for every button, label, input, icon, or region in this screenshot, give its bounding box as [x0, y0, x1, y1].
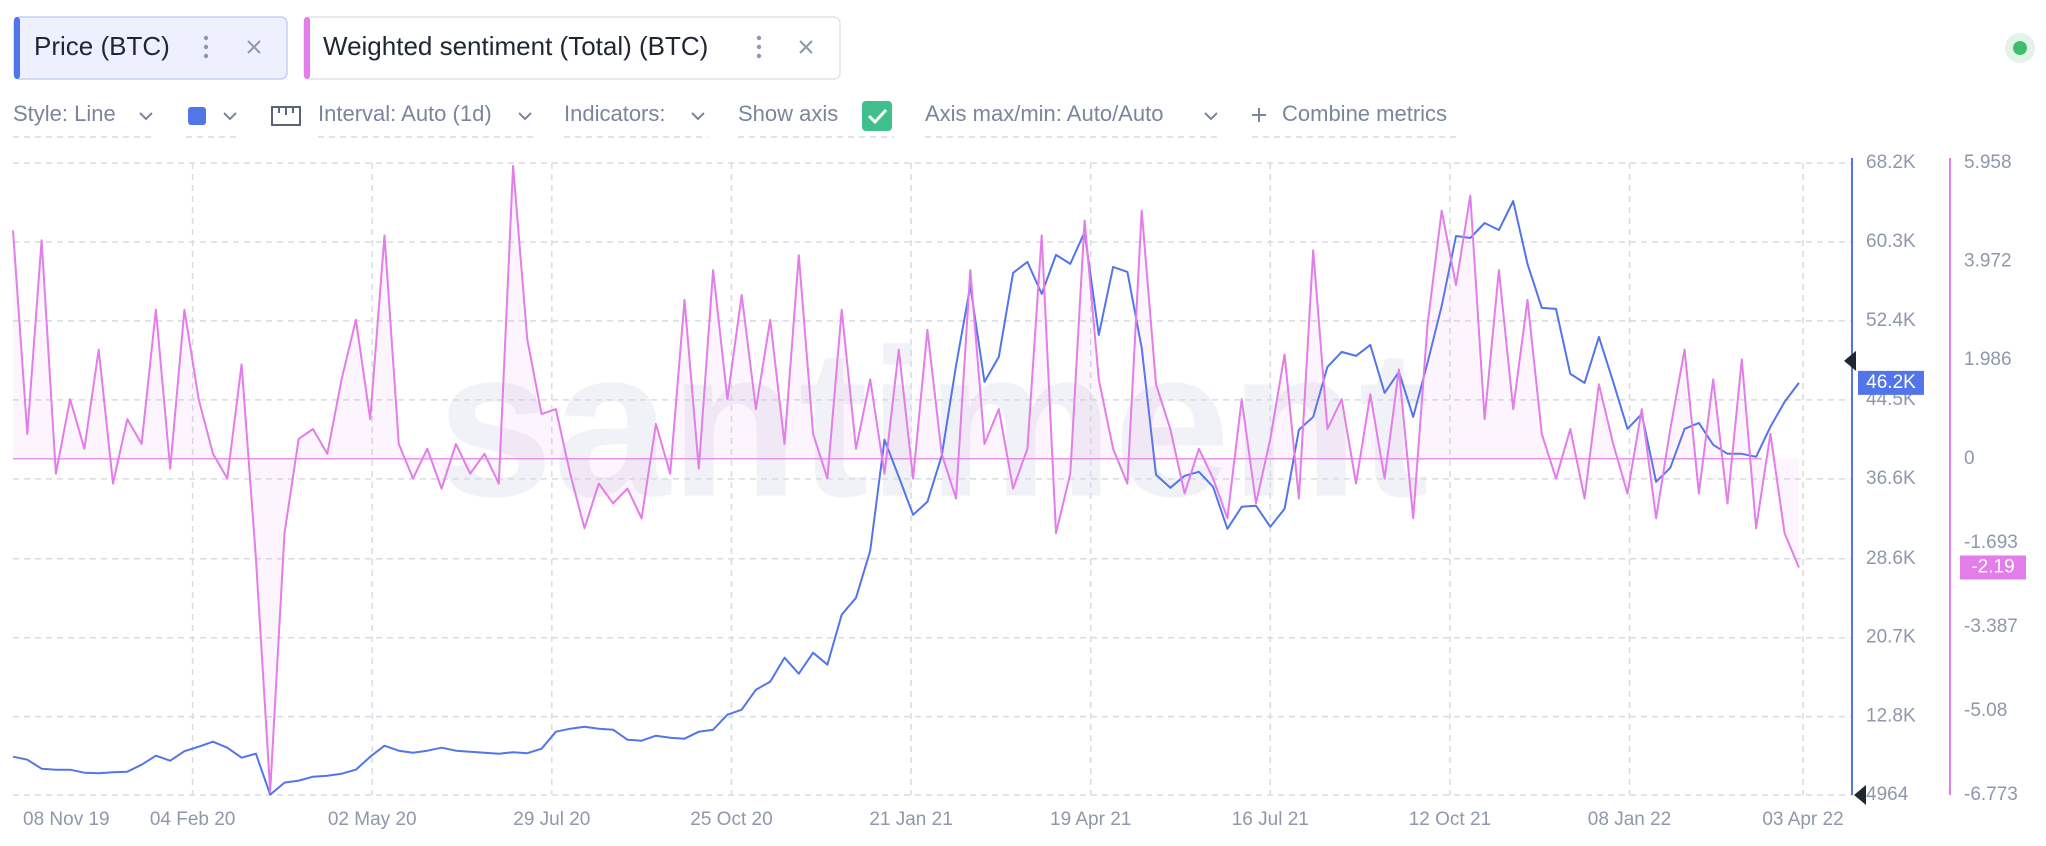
- y-tick-label: 4964: [1866, 784, 1909, 805]
- plot: santiment 08 Nov 19 04 Feb 20 02 May 20 29 J…: [12, 152, 2026, 830]
- color-picker[interactable]: [188, 107, 206, 125]
- tab-stripe: [14, 17, 20, 79]
- interval-select[interactable]: Interval: Auto (1d): [318, 101, 492, 126]
- y2-tick-label: -1.693: [1964, 532, 2018, 553]
- y-tick-label: 28.6K: [1866, 548, 1916, 569]
- tab-label: Weighted sentiment (Total) (BTC): [323, 31, 708, 61]
- x-tick-label: 21 Jan 21: [869, 809, 952, 830]
- combine-metrics[interactable]: Combine metrics: [1282, 101, 1447, 126]
- watermark: santiment: [437, 305, 1429, 540]
- plus-icon: [1252, 108, 1266, 122]
- y2-tick-label: -3.387: [1964, 616, 2018, 637]
- tab-price[interactable]: Price (BTC): [13, 16, 288, 80]
- menu-icon[interactable]: [203, 35, 209, 59]
- tab-sentiment[interactable]: Weighted sentiment (Total) (BTC): [303, 16, 841, 80]
- tab-label: Price (BTC): [34, 31, 170, 61]
- x-tick-label: 02 May 20: [328, 809, 417, 830]
- checkmark: [867, 108, 888, 125]
- chevron: [1204, 112, 1218, 121]
- axis-range-select[interactable]: Axis max/min: Auto/Auto: [925, 101, 1163, 126]
- y2-tick-label: 3.972: [1964, 251, 2012, 272]
- indicators-select[interactable]: Indicators:: [564, 101, 666, 126]
- menu-icon[interactable]: [756, 35, 762, 59]
- x-tick-label: 08 Nov 19: [23, 809, 110, 830]
- y-tick-label: 20.7K: [1866, 627, 1916, 648]
- axis-marker: [1854, 785, 1866, 805]
- y-tick-label: 60.3K: [1866, 231, 1916, 252]
- y-tick-label: 68.2K: [1866, 152, 1916, 173]
- y2-tick-label: -5.08: [1964, 700, 2007, 721]
- close-icon[interactable]: [247, 40, 261, 54]
- x-tick-label: 12 Oct 21: [1409, 809, 1491, 830]
- status-dot: [2013, 41, 2027, 55]
- current-value-label: -2.19: [1971, 557, 2014, 578]
- axis-marker: [1844, 350, 1856, 371]
- style-select[interactable]: Style: Line: [13, 101, 116, 126]
- y2-tick-label: -6.773: [1964, 784, 2018, 805]
- tab-stripe: [304, 17, 310, 79]
- x-tick-label: 04 Feb 20: [150, 809, 236, 830]
- series-line: [12, 164, 1800, 793]
- x-tick-label: 16 Jul 21: [1232, 809, 1309, 830]
- checkbox[interactable]: [862, 101, 892, 131]
- y-tick-label: 12.8K: [1866, 706, 1916, 727]
- y-tick-label: 36.6K: [1866, 468, 1916, 489]
- x-tick-label: 29 Jul 20: [513, 809, 590, 830]
- current-value-label: 46.2K: [1866, 372, 1916, 393]
- x-tick-label: 19 Apr 21: [1050, 809, 1131, 830]
- chevron: [691, 112, 705, 121]
- chevron: [223, 112, 237, 121]
- y2-tick-label: 5.958: [1964, 152, 2012, 173]
- current-value-box: [1858, 370, 1924, 395]
- x-tick-label: 25 Oct 20: [690, 809, 772, 830]
- x-tick-label: 08 Jan 22: [1588, 809, 1671, 830]
- x-tick-label: 03 Apr 22: [1762, 809, 1843, 830]
- y2-tick-label: 0: [1964, 448, 1975, 469]
- chevron: [518, 112, 532, 121]
- current-value-box: [1960, 555, 2026, 580]
- show-axis-label[interactable]: Show axis: [738, 101, 838, 126]
- close-icon[interactable]: [799, 40, 813, 54]
- y2-tick-label: 1.986: [1964, 349, 2012, 370]
- chevron: [139, 112, 153, 121]
- series-line: [12, 200, 1800, 796]
- ruler-icon: [271, 106, 301, 126]
- toolbar: Style: Line Interval: Auto (1d) Indicato…: [13, 101, 1460, 138]
- y-tick-label: 52.4K: [1866, 310, 1916, 331]
